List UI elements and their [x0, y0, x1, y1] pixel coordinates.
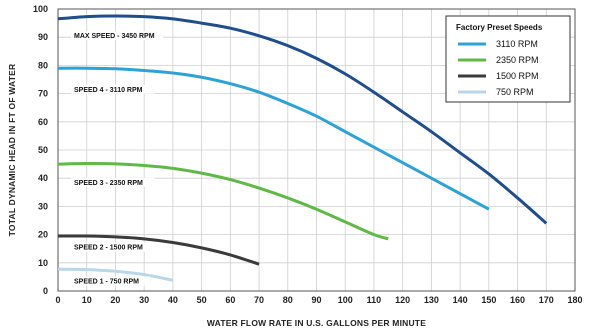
y-tick-label: 0: [43, 286, 48, 296]
y-tick-label: 40: [38, 173, 48, 183]
y-tick-label: 80: [38, 60, 48, 70]
x-tick-label: 0: [55, 295, 60, 305]
legend-entry: 2350 RPM: [496, 55, 539, 65]
x-tick-label: 40: [168, 295, 178, 305]
curve-750-rpm: [57, 267, 174, 282]
legend-title: Factory Preset Speeds: [456, 23, 543, 32]
x-tick-label: 150: [481, 295, 496, 305]
x-tick-label: 180: [567, 295, 582, 305]
x-tick-label: 10: [82, 295, 92, 305]
curve-label-bg: [71, 84, 155, 94]
curve-label: SPEED 1 - 750 RPM: [74, 279, 139, 286]
curves: [57, 14, 548, 282]
x-tick-label: 140: [453, 295, 468, 305]
y-tick-label: 90: [38, 32, 48, 42]
y-tick-label: 60: [38, 117, 48, 127]
x-tick-label: 100: [338, 295, 353, 305]
curve-label-bg: [71, 242, 155, 252]
legend-entry: 3110 RPM: [496, 39, 538, 49]
x-tick-label: 120: [395, 295, 410, 305]
curve-label: SPEED 3 - 2350 RPM: [74, 180, 143, 187]
x-tick-label: 170: [539, 295, 554, 305]
curve-1500-rpm: [57, 234, 260, 266]
curve-labels: MAX SPEED - 3450 RPM SPEED 4 - 3110 RPM SP…: [71, 31, 163, 286]
legend-entry: 750 RPM: [496, 87, 534, 97]
x-tick-label: 20: [110, 295, 120, 305]
y-tick-label: 30: [38, 201, 48, 211]
x-tick-label: 50: [197, 295, 207, 305]
curve-label: SPEED 2 - 1500 RPM: [74, 245, 143, 252]
y-tick-label: 70: [38, 89, 48, 99]
legend-entry: 1500 RPM: [496, 71, 539, 81]
x-tick-label: 60: [225, 295, 235, 305]
x-tick-label: 70: [254, 295, 264, 305]
y-tick-label: 100: [33, 4, 48, 14]
y-tick-label: 20: [38, 230, 48, 240]
curve-3450-rpm: [57, 14, 548, 225]
legend: Factory Preset Speeds 3110 RPM 2350 RPM 150…: [445, 15, 571, 103]
plot-frame: [57, 8, 576, 292]
curve-3110-rpm: [57, 66, 490, 211]
x-tick-label: 30: [139, 295, 149, 305]
x-axis-title: WATER FLOW RATE IN U.S. GALLONS PER MINU…: [207, 318, 426, 328]
curve-2350-rpm: [57, 162, 389, 241]
y-tick-label: 50: [38, 145, 48, 155]
x-tick-label: 110: [367, 295, 382, 305]
x-tick-label: 80: [283, 295, 293, 305]
curve-label-bg: [71, 31, 163, 41]
x-tick-label: 160: [510, 295, 525, 305]
y-axis-title: TOTAL DYNAMIC HEAD IN FT OF WATER: [7, 64, 17, 237]
curve-label: MAX SPEED - 3450 RPM: [74, 33, 155, 40]
tick-labels: 0 10 20 30 40 50 60 70 80 90 100 110 120 130 140 150 160…: [33, 4, 583, 305]
x-tick-label: 130: [424, 295, 439, 305]
curve-label-bg: [71, 177, 155, 187]
curve-label: SPEED 4 - 3110 RPM: [74, 87, 143, 94]
curve-label-bg: [71, 276, 151, 286]
x-tick-label: 90: [311, 295, 321, 305]
y-tick-label: 10: [38, 258, 48, 268]
